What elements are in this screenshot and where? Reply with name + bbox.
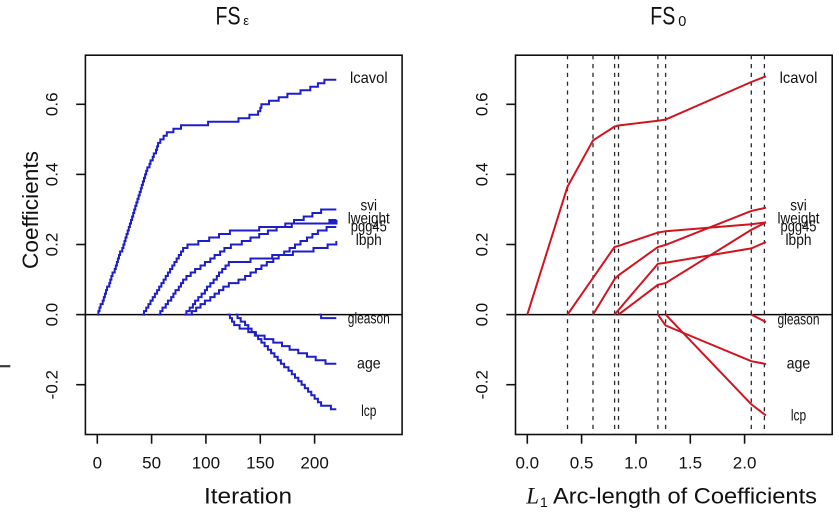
svg-text:1.0: 1.0: [624, 454, 648, 473]
svg-text:0: 0: [678, 14, 686, 30]
svg-text:L: L: [525, 483, 539, 508]
svg-text:Arc-length of Coefficients: Arc-length of Coefficients: [553, 483, 817, 508]
svg-text:svi: svi: [361, 198, 378, 215]
svg-text:FS: FS: [650, 3, 675, 31]
svg-text:age: age: [787, 356, 811, 373]
svg-text:gleason: gleason: [348, 311, 390, 328]
svg-text:150: 150: [246, 454, 274, 473]
svg-text:lbph: lbph: [356, 232, 382, 249]
svg-text:0.4: 0.4: [473, 163, 492, 187]
svg-text:FS: FS: [216, 3, 241, 31]
svg-text:0.6: 0.6: [43, 92, 62, 116]
svg-text:0.0: 0.0: [473, 303, 492, 327]
svg-text:Coefficients: Coefficients: [18, 151, 43, 269]
svg-text:0.6: 0.6: [473, 92, 492, 116]
svg-text:0.0: 0.0: [43, 303, 62, 327]
svg-text:lcp: lcp: [791, 408, 806, 425]
svg-text:0.5: 0.5: [570, 454, 594, 473]
svg-text:lbph: lbph: [786, 232, 812, 249]
svg-text:0.2: 0.2: [473, 233, 492, 257]
svg-text:0.4: 0.4: [43, 163, 62, 187]
svg-text:lweight: lweight: [348, 210, 390, 227]
svg-text:Iteration: Iteration: [204, 483, 292, 508]
svg-text:age: age: [357, 356, 381, 373]
svg-text:lcavol: lcavol: [350, 70, 388, 87]
svg-text:0.2: 0.2: [43, 233, 62, 257]
svg-text:50: 50: [142, 454, 161, 473]
svg-text:lcp: lcp: [361, 403, 376, 420]
svg-text:1.5: 1.5: [678, 454, 702, 473]
svg-text:0: 0: [93, 454, 102, 473]
svg-text:svi: svi: [790, 198, 807, 215]
svg-text:2.0: 2.0: [733, 454, 757, 473]
svg-text:-0.2: -0.2: [473, 370, 492, 399]
svg-text:ε: ε: [243, 13, 249, 28]
svg-text:-0.2: -0.2: [43, 370, 62, 399]
svg-text:gleason: gleason: [778, 312, 820, 329]
svg-text:lcavol: lcavol: [780, 70, 818, 87]
svg-text:100: 100: [192, 454, 220, 473]
svg-text:pgg45: pgg45: [781, 219, 817, 236]
svg-text:pgg45: pgg45: [351, 219, 387, 236]
svg-text:0.0: 0.0: [515, 454, 539, 473]
svg-text:1: 1: [540, 494, 548, 510]
svg-text:200: 200: [300, 454, 328, 473]
svg-text:lweight: lweight: [778, 210, 820, 227]
